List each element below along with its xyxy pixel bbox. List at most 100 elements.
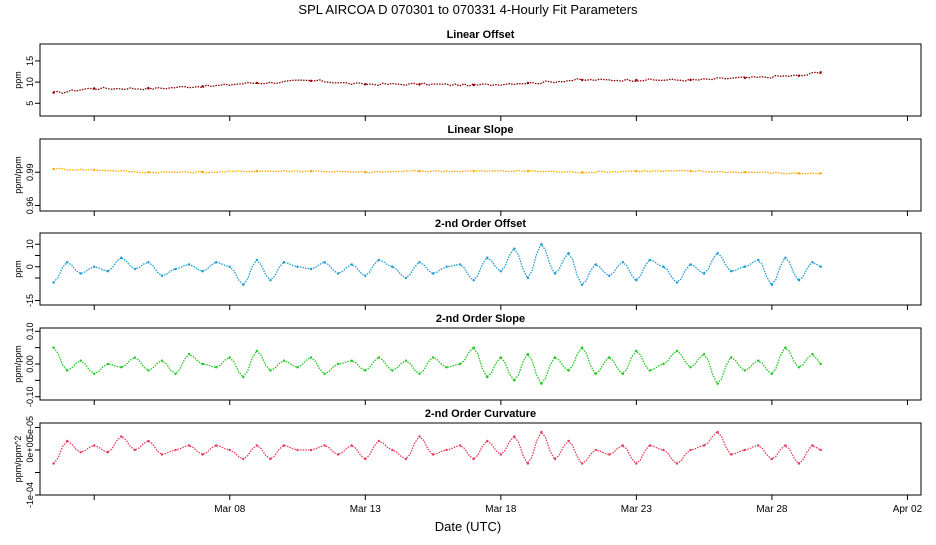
data-point-2-nd-order-offset	[336, 272, 340, 275]
data-point-2-nd-order-offset	[675, 281, 679, 284]
data-point-2-nd-order-curvature	[52, 462, 55, 465]
data-point-linear-slope	[472, 169, 475, 173]
data-point-2-nd-order-curvature	[594, 448, 597, 452]
data-point-2-nd-order-curvature	[160, 453, 164, 456]
data-point-2-nd-order-offset	[282, 261, 286, 264]
data-point-2-nd-order-slope	[187, 352, 191, 356]
data-point-linear-slope	[255, 169, 259, 173]
figure-title: SPL AIRCOA D 070301 to 070331 4-Hourly F…	[298, 2, 638, 17]
data-point-2-nd-order-offset	[309, 267, 313, 271]
data-point-linear-slope	[689, 169, 692, 173]
data-point-2-nd-order-curvature	[187, 444, 191, 447]
data-point-2-nd-order-slope	[269, 369, 272, 372]
data-point-2-nd-order-slope	[120, 366, 123, 369]
data-point-2-nd-order-curvature	[391, 448, 394, 452]
data-point-2-nd-order-curvature	[757, 444, 760, 447]
data-point-2-nd-order-offset	[458, 263, 462, 266]
y-tick-label-2-nd-order-offset: 0	[25, 264, 35, 269]
data-point-2-nd-order-curvature	[770, 457, 774, 461]
y-tick-label-linear-offset: 10	[25, 77, 35, 87]
data-point-2-nd-order-slope	[567, 369, 570, 372]
series-line-2-nd-order-slope	[53, 346, 822, 385]
data-point-2-nd-order-slope	[93, 372, 96, 376]
data-point-2-nd-order-curvature	[215, 444, 218, 447]
data-point-linear-slope	[418, 169, 421, 173]
data-point-2-nd-order-slope	[391, 369, 394, 372]
data-point-2-nd-order-curvature	[811, 444, 814, 447]
data-point-linear-offset	[689, 78, 692, 82]
data-point-2-nd-order-curvature	[702, 444, 706, 447]
data-point-linear-slope	[743, 171, 746, 174]
data-point-2-nd-order-offset	[228, 265, 231, 268]
data-point-2-nd-order-curvature	[255, 444, 259, 447]
data-point-linear-slope	[797, 172, 801, 175]
data-point-2-nd-order-offset	[743, 265, 746, 268]
data-point-2-nd-order-offset	[201, 270, 204, 273]
data-point-2-nd-order-offset	[120, 256, 123, 259]
data-point-2-nd-order-curvature	[797, 462, 801, 465]
data-point-2-nd-order-slope	[675, 349, 679, 353]
y-tick-label-linear-slope: 0.99	[25, 163, 35, 181]
panel-frame-2-nd-order-curvature	[39, 422, 922, 496]
data-point-2-nd-order-slope	[472, 346, 475, 349]
x-tick-label: Mar 08	[214, 504, 246, 515]
data-point-linear-slope	[819, 172, 822, 175]
x-tick-label: Apr 02	[893, 504, 923, 515]
data-point-2-nd-order-curvature	[675, 462, 679, 465]
data-point-2-nd-order-slope	[702, 352, 706, 356]
data-point-2-nd-order-curvature	[513, 435, 516, 438]
data-point-2-nd-order-offset	[445, 265, 448, 268]
series-line-2-nd-order-curvature	[53, 430, 822, 465]
data-point-2-nd-order-offset	[716, 252, 719, 255]
data-point-2-nd-order-slope	[282, 359, 286, 362]
data-point-2-nd-order-curvature	[635, 462, 638, 465]
y-tick-label-linear-offset: 15	[25, 56, 35, 66]
data-point-2-nd-order-offset	[418, 261, 421, 264]
data-point-2-nd-order-offset	[730, 270, 733, 273]
data-point-2-nd-order-slope	[147, 369, 150, 372]
data-point-2-nd-order-offset	[404, 276, 408, 280]
data-point-2-nd-order-slope	[228, 356, 231, 359]
x-tick-label: Mar 13	[350, 504, 382, 515]
data-point-2-nd-order-offset	[160, 274, 164, 277]
data-point-2-nd-order-slope	[79, 359, 82, 362]
data-point-2-nd-order-curvature	[79, 451, 82, 454]
data-point-2-nd-order-curvature	[350, 444, 353, 447]
data-point-2-nd-order-slope	[242, 375, 245, 379]
y-tick-label-2-nd-order-slope: 0.10	[25, 323, 35, 341]
y-axis-label-linear-offset: ppm	[13, 71, 23, 89]
data-point-2-nd-order-slope	[580, 346, 584, 349]
series-line-linear-offset	[53, 71, 821, 94]
panel-frame-linear-offset	[39, 43, 922, 117]
data-point-2-nd-order-slope	[811, 352, 814, 356]
data-point-2-nd-order-slope	[757, 359, 760, 362]
data-point-linear-offset	[418, 83, 421, 86]
data-point-2-nd-order-slope	[106, 362, 109, 366]
data-point-2-nd-order-curvature	[120, 435, 123, 438]
data-point-2-nd-order-curvature	[377, 439, 381, 443]
data-point-2-nd-order-offset	[702, 272, 706, 275]
data-point-2-nd-order-slope	[404, 359, 408, 362]
data-point-2-nd-order-curvature	[540, 430, 543, 434]
data-point-2-nd-order-slope	[608, 356, 611, 359]
data-point-2-nd-order-offset	[526, 276, 530, 280]
data-point-2-nd-order-curvature	[499, 453, 503, 456]
data-point-2-nd-order-offset	[242, 283, 245, 286]
data-point-2-nd-order-offset	[608, 274, 611, 277]
data-point-2-nd-order-offset	[377, 258, 381, 262]
data-point-2-nd-order-slope	[418, 372, 421, 376]
panel-frame-linear-slope	[39, 138, 922, 212]
data-point-linear-offset	[364, 83, 367, 86]
data-point-2-nd-order-curvature	[662, 448, 665, 452]
data-point-2-nd-order-slope	[526, 352, 530, 356]
data-point-2-nd-order-slope	[553, 356, 557, 359]
data-point-2-nd-order-slope	[784, 346, 787, 349]
data-point-2-nd-order-curvature	[472, 457, 475, 461]
data-point-2-nd-order-offset	[93, 265, 96, 268]
data-point-2-nd-order-offset	[174, 267, 177, 271]
data-point-2-nd-order-offset	[79, 272, 82, 275]
data-point-2-nd-order-slope	[255, 349, 259, 353]
panel-title-2-nd-order-slope: 2-nd Order Slope	[436, 313, 525, 325]
data-point-2-nd-order-curvature	[689, 448, 692, 452]
